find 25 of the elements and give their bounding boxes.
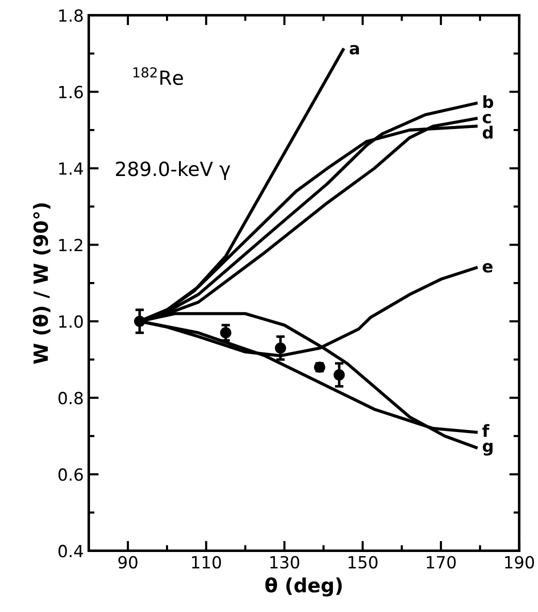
series-label: g xyxy=(482,442,493,456)
y-tick-label: 0.8 xyxy=(58,392,83,404)
annotation: 289.0-keV γ xyxy=(116,161,230,180)
y-tick-label: 1.4 xyxy=(59,162,83,175)
y-tick-label: 1.2 xyxy=(59,238,82,252)
legend-label: f xyxy=(482,424,490,437)
y-axis-title: W (θ) / W (90°) xyxy=(32,203,50,364)
legend-label: c xyxy=(482,114,491,124)
y-tick-label: 0.6 xyxy=(58,468,83,481)
y-tick-label: 1.8 xyxy=(59,9,83,22)
y-tick-label: 1.6 xyxy=(59,86,83,98)
x-axis-title: θ (deg) xyxy=(265,577,342,596)
x-tick-label: 90 xyxy=(118,556,138,569)
x-tick-label: 170 xyxy=(426,556,456,569)
x-tick-label: 110 xyxy=(192,556,221,569)
x-tick-label: 190 xyxy=(505,556,534,569)
series-label: a xyxy=(350,44,359,55)
series-label: e xyxy=(482,263,492,273)
x-tick-label: 130 xyxy=(270,556,300,569)
y-tick-label: 0.4 xyxy=(58,544,83,558)
x-tick-label: 150 xyxy=(348,556,378,569)
annotation: $^{182}$Re xyxy=(133,67,183,86)
series-label: d xyxy=(482,126,493,139)
y-tick-label: 1.0 xyxy=(59,315,83,328)
legend-label: b xyxy=(483,95,494,108)
